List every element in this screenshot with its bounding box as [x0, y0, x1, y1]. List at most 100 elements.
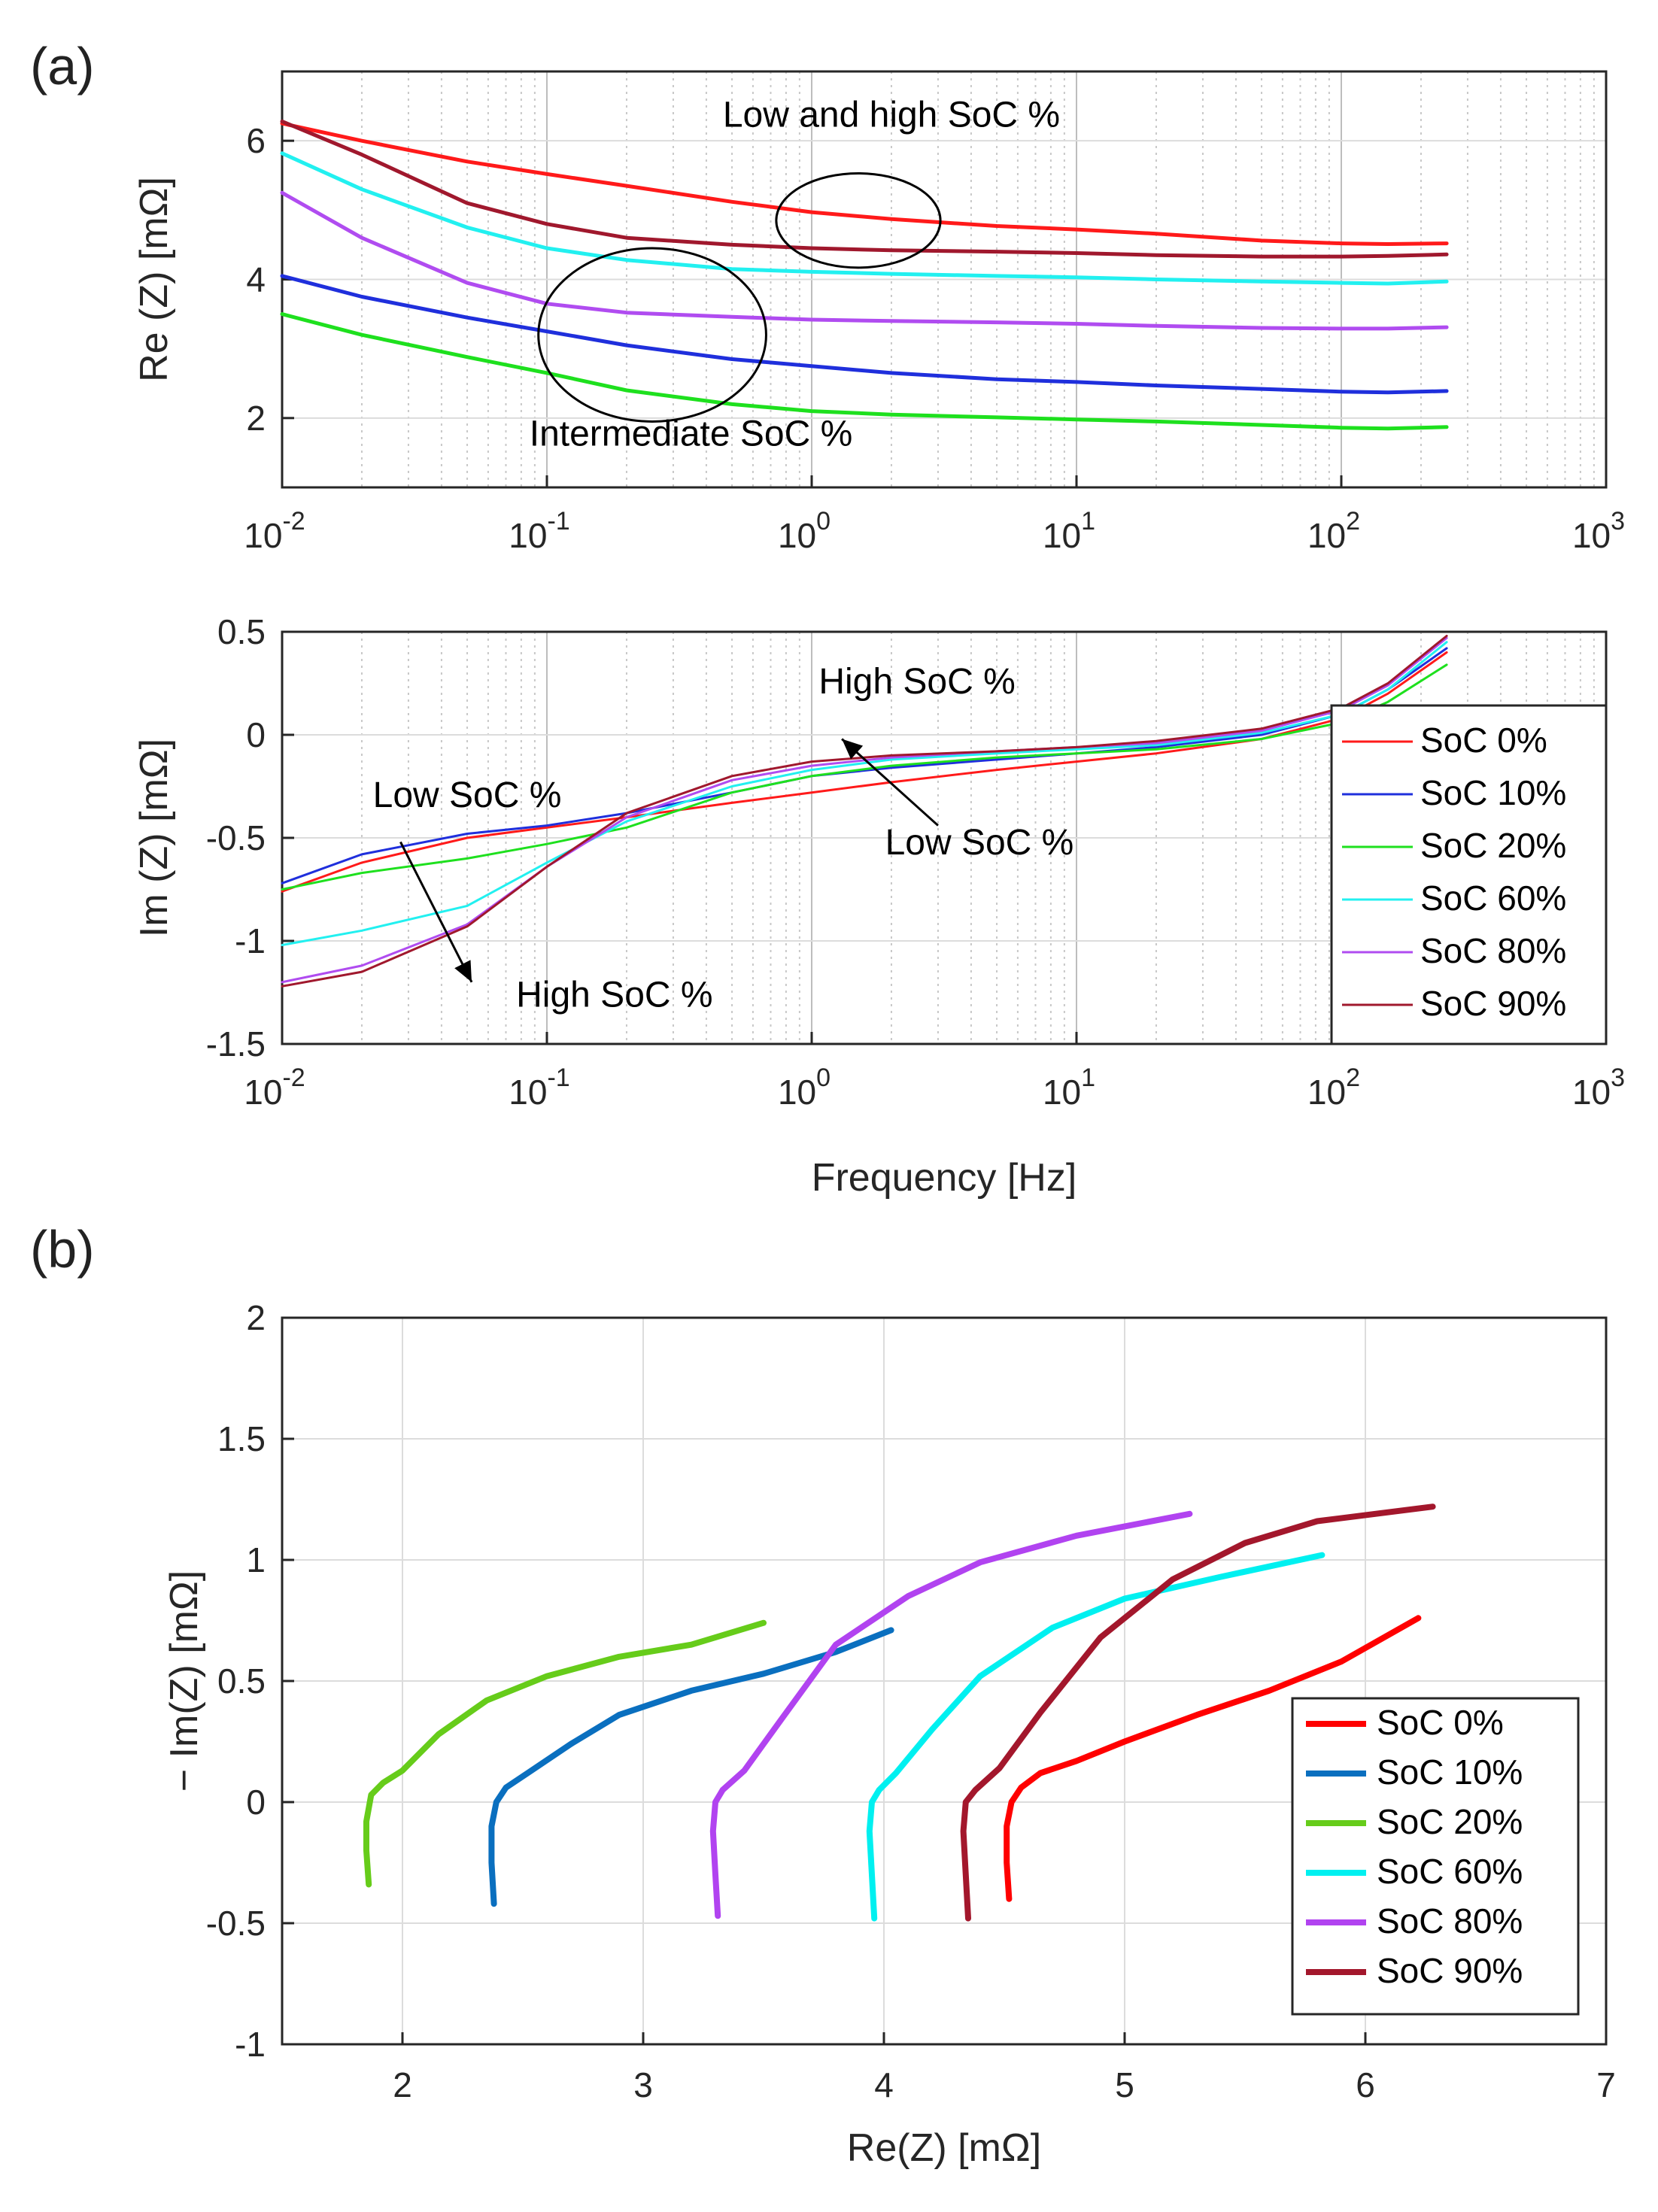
x-tick-base: 10 [778, 516, 816, 555]
y-axis-label: Re (Z) [mΩ] [132, 177, 176, 382]
y-tick-label: -1 [235, 2025, 266, 2064]
annotation-arrow [841, 738, 939, 827]
panel-a-label: (a) [30, 37, 95, 96]
x-tick-exponent: -1 [547, 507, 569, 536]
x-tick-label: 100 [778, 507, 831, 555]
legend-entry: SoC 60% [1420, 878, 1566, 918]
y-tick-label: 2 [246, 399, 266, 438]
legend-entry: SoC 20% [1377, 1802, 1523, 1841]
annotation-text: Low and high SoC % [723, 96, 1060, 135]
y-tick-label: -0.5 [206, 818, 266, 857]
legend-entry: SoC 90% [1377, 1951, 1523, 1990]
x-tick-exponent: -2 [282, 1064, 305, 1092]
panel-b-label: (b) [30, 1220, 95, 1279]
x-tick-base: 10 [1307, 516, 1346, 555]
legend-entry: SoC 10% [1420, 773, 1566, 812]
annotation-text: Low SoC % [885, 823, 1074, 863]
x-tick-exponent: -1 [547, 1064, 569, 1092]
legend: SoC 0% SoC 10% SoC 20% SoC 60% SoC 80% SoC 90… [1291, 1697, 1580, 2016]
x-tick-base: 10 [1572, 1073, 1611, 1112]
x-tick-label: 103 [1572, 1064, 1625, 1112]
x-tick-label: 5 [1115, 2065, 1134, 2104]
x-tick-exponent: 2 [1346, 1064, 1360, 1092]
legend-entry: SoC 10% [1377, 1752, 1523, 1792]
series-line-soc90 [960, 1503, 1436, 1922]
series-line-soc60 [866, 1552, 1325, 1922]
x-tick-base: 10 [1307, 1073, 1346, 1112]
x-tick-label: 101 [1043, 507, 1095, 555]
annotation-text: Low SoC % [373, 775, 562, 815]
x-tick-label: 10-2 [244, 507, 305, 555]
legend-box [1330, 704, 1608, 1045]
x-tick-exponent: 3 [1611, 1064, 1625, 1092]
legend-entry: SoC 80% [1377, 1901, 1523, 1940]
x-tick-base: 10 [244, 516, 282, 555]
x-tick-label: 10-1 [509, 1064, 569, 1112]
x-tick-base: 10 [1043, 516, 1081, 555]
series-line-soc80 [280, 190, 1449, 331]
series-line-soc60 [280, 151, 1449, 286]
y-tick-label: 1 [246, 1540, 266, 1579]
y-tick-label: 4 [246, 260, 266, 299]
legend-entry: SoC 0% [1420, 721, 1547, 760]
annotation-ellipse [537, 247, 767, 423]
x-tick-exponent: 2 [1346, 507, 1360, 536]
x-tick-base: 10 [1572, 516, 1611, 555]
legend-entry: SoC 60% [1377, 1852, 1523, 1891]
x-tick-label: 103 [1572, 507, 1625, 555]
x-tick-label: 101 [1043, 1064, 1095, 1112]
x-tick-base: 10 [1043, 1073, 1081, 1112]
annotation-text: High SoC % [516, 976, 712, 1015]
x-tick-label: 102 [1307, 1064, 1360, 1112]
x-tick-label: 7 [1596, 2065, 1616, 2104]
annotation-text: High SoC % [818, 662, 1015, 702]
series-line-soc10 [280, 274, 1449, 395]
y-tick-label: -1.5 [206, 1024, 266, 1064]
y-tick-label: 0.5 [217, 612, 266, 651]
series-line-soc20 [280, 312, 1449, 431]
x-tick-exponent: 1 [1081, 1064, 1095, 1092]
y-tick-label: 1.5 [217, 1419, 266, 1458]
x-tick-exponent: -2 [282, 507, 305, 536]
series-line-soc20 [281, 663, 1448, 891]
y-tick-label: -1 [235, 921, 266, 960]
x-tick-exponent: 0 [816, 1064, 831, 1092]
series-line-soc0 [1004, 1615, 1422, 1902]
legend-box [1291, 1697, 1580, 2016]
y-tick-label: 0 [246, 715, 266, 754]
series-line-soc90 [281, 635, 1448, 988]
legend-entry: SoC 90% [1420, 984, 1566, 1023]
y-axis-label: Im (Z) [mΩ] [132, 739, 176, 937]
series-line-soc20 [363, 1619, 767, 1888]
x-axis-label: Re(Z) [mΩ] [847, 2126, 1041, 2170]
y-tick-label: 0 [246, 1783, 266, 1822]
x-tick-exponent: 1 [1081, 507, 1095, 536]
x-tick-base: 10 [509, 516, 547, 555]
x-tick-label: 102 [1307, 507, 1360, 555]
annotation-text: Intermediate SoC % [530, 414, 853, 454]
series-line-soc90 [280, 119, 1449, 259]
x-tick-base: 10 [778, 1073, 816, 1112]
annotation-ellipse [775, 171, 942, 269]
y-tick-label: 2 [246, 1298, 266, 1337]
x-tick-base: 10 [244, 1073, 282, 1112]
x-axis-label: Frequency [Hz] [812, 1156, 1077, 1200]
series-line-soc10 [488, 1627, 894, 1907]
x-tick-label: 2 [393, 2065, 412, 2104]
x-tick-exponent: 3 [1611, 507, 1625, 536]
x-tick-label: 10-1 [509, 507, 569, 555]
legend-entry: SoC 80% [1420, 931, 1566, 970]
legend-entry: SoC 20% [1420, 826, 1566, 865]
x-tick-exponent: 0 [816, 507, 831, 536]
x-tick-label: 3 [633, 2065, 653, 2104]
y-tick-label: 0.5 [217, 1661, 266, 1701]
y-axis-label: − Im(Z) [mΩ] [162, 1570, 206, 1792]
annotation-arrow [399, 841, 473, 983]
x-tick-label: 6 [1356, 2065, 1375, 2104]
nyquist-chart: 2 3 4 5 6 7 2 1.5 1 0.5 0 -0.5 -1 − Im(Z) [mΩ] Re(Z) [… [162, 1298, 1616, 2170]
x-tick-label: 10-2 [244, 1064, 305, 1112]
y-tick-label: -0.5 [206, 1904, 266, 1943]
